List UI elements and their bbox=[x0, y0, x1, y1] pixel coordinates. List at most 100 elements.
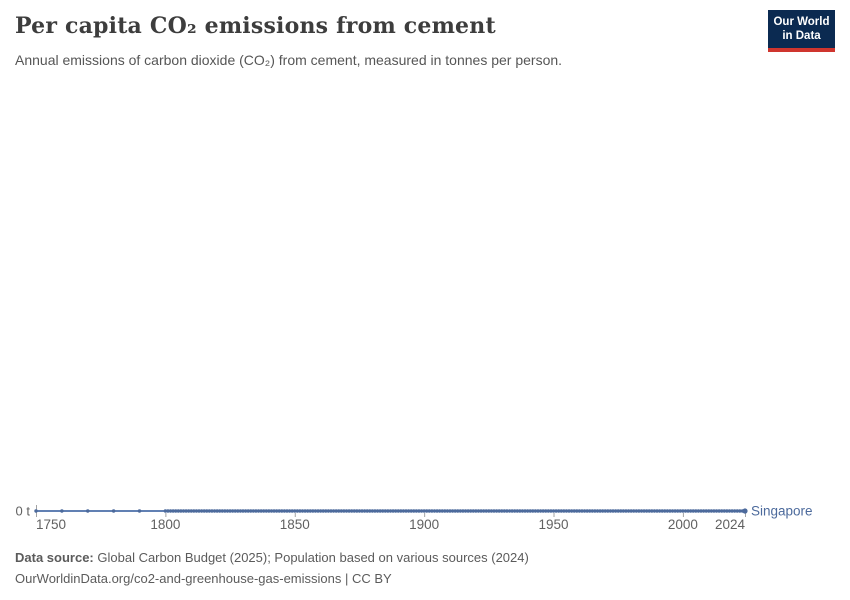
data-point[interactable] bbox=[502, 509, 507, 513]
data-point[interactable] bbox=[458, 509, 463, 513]
data-point[interactable] bbox=[704, 509, 708, 513]
data-point[interactable] bbox=[194, 509, 199, 513]
data-point[interactable] bbox=[551, 509, 556, 513]
data-point[interactable] bbox=[456, 509, 460, 513]
data-point[interactable] bbox=[437, 509, 442, 513]
data-point[interactable] bbox=[606, 509, 610, 513]
data-point[interactable] bbox=[707, 509, 711, 513]
data-point[interactable] bbox=[440, 509, 444, 513]
data-point[interactable] bbox=[577, 509, 582, 513]
data-point[interactable] bbox=[632, 509, 636, 513]
data-point[interactable] bbox=[585, 509, 589, 513]
data-point[interactable] bbox=[311, 509, 315, 513]
data-point[interactable] bbox=[375, 509, 380, 513]
data-point[interactable] bbox=[613, 509, 618, 513]
data-point[interactable] bbox=[362, 509, 367, 513]
data-point[interactable] bbox=[432, 509, 437, 513]
data-point[interactable] bbox=[626, 509, 631, 513]
data-point[interactable] bbox=[60, 509, 64, 513]
data-point[interactable] bbox=[347, 509, 351, 513]
data-point[interactable] bbox=[393, 509, 398, 513]
data-point[interactable] bbox=[556, 509, 561, 513]
data-point[interactable] bbox=[313, 509, 318, 513]
data-point[interactable] bbox=[316, 509, 320, 513]
data-point[interactable] bbox=[463, 509, 468, 513]
data-point[interactable] bbox=[236, 509, 240, 513]
data-point[interactable] bbox=[554, 509, 558, 513]
data-point[interactable] bbox=[205, 509, 209, 513]
data-point[interactable] bbox=[652, 509, 657, 513]
data-point[interactable] bbox=[417, 509, 421, 513]
data-point[interactable] bbox=[111, 509, 116, 513]
data-point[interactable] bbox=[262, 509, 266, 513]
data-point[interactable] bbox=[137, 509, 142, 513]
data-point[interactable] bbox=[466, 509, 470, 513]
data-point[interactable] bbox=[639, 509, 644, 513]
data-point[interactable] bbox=[412, 509, 416, 513]
data-point[interactable] bbox=[523, 509, 527, 513]
data-point[interactable] bbox=[326, 509, 331, 513]
data-point[interactable] bbox=[663, 509, 667, 513]
data-point[interactable] bbox=[619, 509, 623, 513]
data-point[interactable] bbox=[355, 509, 359, 513]
data-point[interactable] bbox=[681, 509, 685, 513]
data-point[interactable] bbox=[272, 509, 276, 513]
data-point[interactable] bbox=[388, 509, 393, 513]
data-point[interactable] bbox=[259, 509, 263, 513]
data-point[interactable] bbox=[391, 509, 395, 513]
data-point[interactable] bbox=[365, 509, 369, 513]
data-point[interactable] bbox=[712, 509, 716, 513]
data-point[interactable] bbox=[670, 509, 675, 513]
data-point[interactable] bbox=[218, 509, 222, 513]
data-point[interactable] bbox=[567, 509, 571, 513]
license-line[interactable]: OurWorldinData.org/co2-and-greenhouse-ga… bbox=[15, 570, 392, 586]
data-point[interactable] bbox=[352, 509, 356, 513]
data-point[interactable] bbox=[168, 509, 173, 513]
data-point[interactable] bbox=[337, 509, 341, 513]
data-point[interactable] bbox=[176, 509, 181, 513]
data-point[interactable] bbox=[624, 509, 628, 513]
data-point[interactable] bbox=[264, 509, 268, 513]
data-point[interactable] bbox=[223, 509, 227, 513]
data-point[interactable] bbox=[386, 509, 390, 513]
data-point[interactable] bbox=[427, 509, 432, 513]
data-point[interactable] bbox=[189, 509, 193, 513]
data-point[interactable] bbox=[593, 509, 597, 513]
data-point[interactable] bbox=[500, 509, 504, 513]
data-point[interactable] bbox=[686, 509, 690, 513]
owid-logo[interactable]: Our World in Data bbox=[768, 10, 835, 52]
data-point[interactable] bbox=[469, 509, 473, 513]
data-point[interactable] bbox=[668, 509, 672, 513]
data-point[interactable] bbox=[334, 509, 338, 513]
data-point[interactable] bbox=[277, 509, 281, 513]
data-point[interactable] bbox=[318, 509, 323, 513]
data-point[interactable] bbox=[588, 509, 592, 513]
data-point[interactable] bbox=[197, 509, 201, 513]
data-point[interactable] bbox=[285, 509, 289, 513]
data-source-line[interactable]: Data source: Global Carbon Budget (2025)… bbox=[15, 548, 529, 569]
data-point[interactable] bbox=[233, 509, 237, 513]
data-point[interactable] bbox=[246, 509, 250, 513]
data-point[interactable] bbox=[280, 509, 284, 513]
data-point[interactable] bbox=[683, 509, 688, 513]
data-point[interactable] bbox=[595, 509, 600, 513]
data-point[interactable] bbox=[181, 509, 186, 513]
data-point[interactable] bbox=[381, 509, 385, 513]
data-source-text[interactable]: Global Carbon Budget (2025); Population … bbox=[97, 550, 529, 565]
data-point[interactable] bbox=[251, 509, 256, 513]
data-point[interactable] bbox=[608, 509, 613, 513]
data-point[interactable] bbox=[471, 509, 476, 513]
data-point[interactable] bbox=[228, 509, 232, 513]
data-point[interactable] bbox=[600, 509, 605, 513]
data-point[interactable] bbox=[199, 509, 204, 513]
data-point[interactable] bbox=[520, 509, 525, 513]
data-point[interactable] bbox=[510, 509, 514, 513]
data-point[interactable] bbox=[479, 509, 483, 513]
data-point[interactable] bbox=[274, 509, 279, 513]
data-point[interactable] bbox=[409, 509, 413, 513]
data-point[interactable] bbox=[727, 509, 732, 513]
data-point[interactable] bbox=[453, 509, 457, 513]
data-point[interactable] bbox=[476, 509, 481, 513]
data-point[interactable] bbox=[238, 509, 243, 513]
